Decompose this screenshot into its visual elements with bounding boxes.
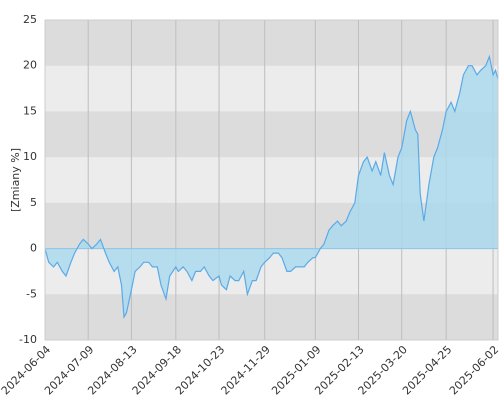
plot-background: [45, 20, 498, 340]
band: [45, 111, 498, 158]
band: [45, 20, 498, 66]
y-tick-label: 25: [23, 13, 37, 26]
band: [45, 294, 498, 340]
x-tick-label: 2025-06-02: [447, 343, 500, 397]
plot-border: [44, 19, 499, 341]
y-tick-label: -5: [26, 287, 37, 300]
y-tick-label: 10: [23, 150, 37, 163]
line: [44, 54, 499, 320]
y-tick-label: 20: [23, 59, 37, 72]
x-tick-label: 2024-11-29: [219, 343, 273, 397]
y-tick-label: 0: [30, 242, 37, 255]
y-tick-label: -10: [19, 333, 37, 346]
y-tick-label: 15: [23, 104, 37, 117]
y-tick-label: 5: [30, 196, 37, 209]
area: [45, 56, 498, 318]
y-axis-label: [Zmiany %]: [9, 148, 22, 212]
